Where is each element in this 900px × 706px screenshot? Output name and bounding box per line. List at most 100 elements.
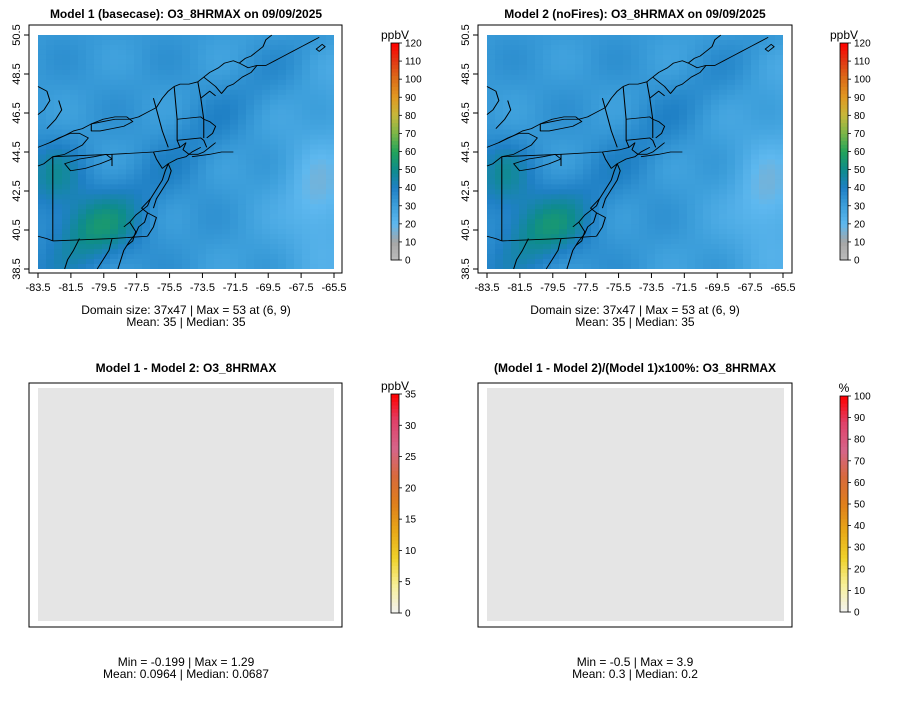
colorbar-segment — [840, 460, 848, 465]
raster-cell — [687, 144, 696, 151]
raster-cell — [751, 254, 760, 260]
raster-cell — [527, 149, 536, 156]
raster-cell — [679, 184, 688, 190]
raster-cell — [607, 134, 616, 141]
raster-cell — [759, 134, 768, 141]
raster-cell — [583, 129, 592, 136]
raster-cell — [78, 224, 87, 230]
raster-cell — [719, 44, 728, 51]
raster-cell — [326, 179, 334, 185]
raster-cell — [142, 129, 151, 136]
raster-cell — [695, 59, 704, 66]
raster-cell — [575, 164, 584, 171]
raster-cell — [70, 179, 79, 185]
raster-cell — [607, 109, 616, 116]
raster-cell — [86, 189, 95, 195]
raster-cell — [134, 99, 143, 106]
raster-cell — [511, 164, 520, 171]
colorbar-segment — [391, 227, 399, 232]
raster-cell — [94, 114, 103, 121]
raster-cell — [487, 204, 496, 210]
raster-cell — [254, 244, 263, 250]
raster-cell — [262, 159, 271, 166]
raster-cell — [743, 204, 752, 210]
raster-cell — [543, 184, 552, 190]
raster-cell — [118, 214, 127, 220]
raster-cell — [567, 194, 576, 200]
raster-cell — [743, 89, 752, 96]
raster-cell — [110, 89, 119, 96]
raster-cell — [110, 129, 119, 136]
raster-cell — [551, 119, 560, 126]
raster-cell — [270, 44, 279, 51]
raster-cell — [70, 35, 79, 41]
raster-cell — [158, 229, 167, 235]
raster-cell — [318, 164, 327, 171]
raster-cell — [54, 214, 63, 220]
raster-cell — [727, 189, 736, 195]
raster-cell — [270, 129, 279, 136]
raster-cell — [262, 129, 271, 136]
raster-cell — [511, 149, 520, 156]
colorbar-segment — [840, 511, 848, 516]
raster-cell — [254, 189, 263, 195]
raster-cell — [150, 229, 159, 235]
raster-cell — [110, 204, 119, 210]
raster-cell — [158, 129, 167, 136]
raster-cell — [639, 189, 648, 195]
raster-cell — [46, 234, 55, 240]
raster-cell — [631, 214, 640, 220]
raster-cell — [278, 159, 287, 166]
raster-cell — [70, 204, 79, 210]
colorbar-tick-label: 100 — [854, 75, 871, 86]
raster-cell — [591, 99, 600, 106]
raster-cell — [543, 94, 552, 101]
raster-cell — [262, 254, 271, 260]
raster-cell — [254, 199, 263, 205]
colorbar-segment — [391, 452, 399, 457]
raster-cell — [190, 184, 199, 190]
raster-cell — [286, 264, 295, 269]
raster-cell — [727, 229, 736, 235]
raster-cell — [46, 209, 55, 215]
raster-cell — [206, 129, 215, 136]
raster-cell — [54, 94, 63, 101]
raster-cell — [519, 69, 528, 76]
raster-cell — [767, 264, 776, 269]
raster-cell — [535, 219, 544, 225]
raster-cell — [567, 35, 576, 41]
raster-cell — [190, 134, 199, 141]
raster-cell — [174, 84, 183, 91]
raster-cell — [278, 134, 287, 141]
raster-cell — [559, 35, 568, 41]
raster-cell — [310, 134, 319, 141]
raster-cell — [54, 124, 63, 131]
raster-cell — [134, 49, 143, 56]
raster-cell — [174, 154, 183, 161]
raster-cell — [575, 234, 584, 240]
raster-cell — [687, 234, 696, 240]
raster-cell — [78, 174, 87, 180]
raster-cell — [767, 169, 776, 176]
raster-cell — [302, 124, 311, 131]
raster-cell — [318, 144, 327, 151]
raster-cell — [78, 69, 87, 76]
raster-cell — [735, 129, 744, 136]
raster-cell — [246, 234, 255, 240]
raster-cell — [655, 244, 664, 250]
raster-cell — [174, 64, 183, 71]
raster-cell — [214, 144, 223, 151]
colorbar-segment — [840, 493, 848, 498]
raster-cell — [54, 74, 63, 81]
raster-cell — [495, 254, 504, 260]
raster-cell — [86, 114, 95, 121]
colorbar-segment — [840, 514, 848, 519]
raster-cell — [134, 134, 143, 141]
raster-cell — [318, 264, 327, 269]
raster-cell — [142, 159, 151, 166]
raster-cell — [270, 154, 279, 161]
raster-cell — [190, 239, 199, 245]
raster-cell — [775, 139, 783, 146]
raster-cell — [631, 89, 640, 96]
